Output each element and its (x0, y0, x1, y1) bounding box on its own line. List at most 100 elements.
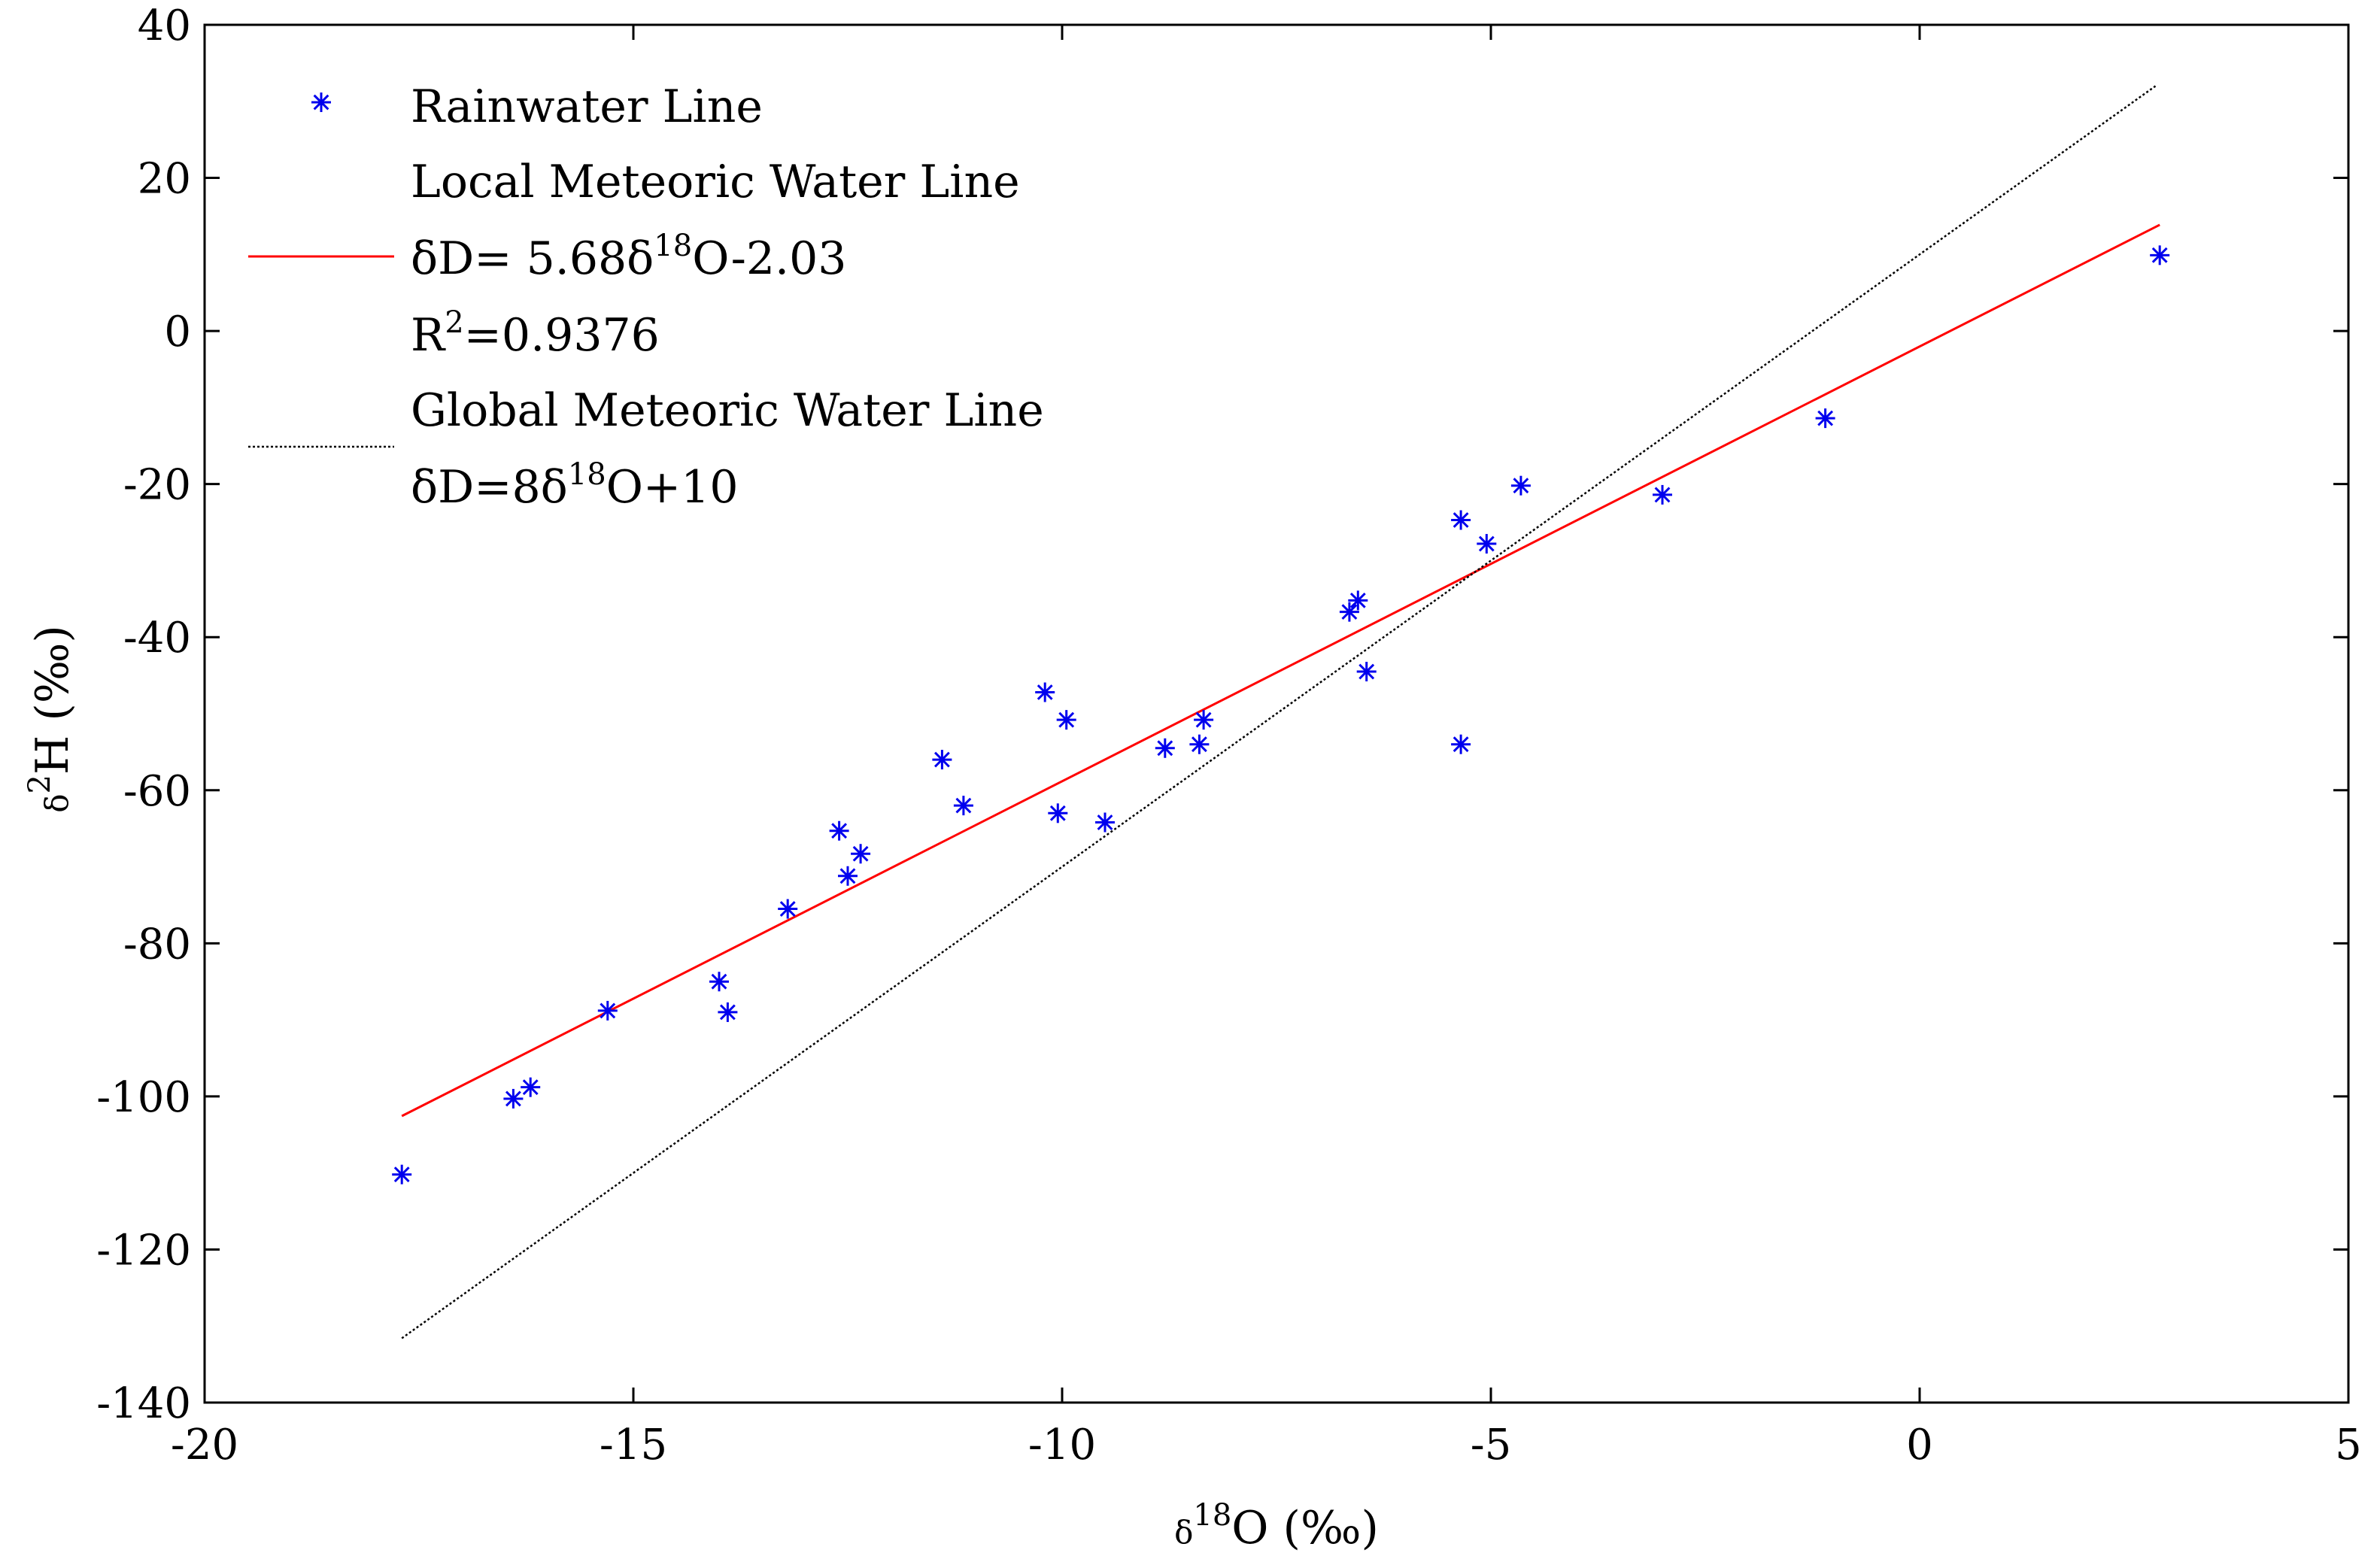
data-point (1194, 710, 1214, 730)
data-point (1095, 812, 1115, 833)
legend-gmwl-equation: δD=8δ18O+10 (411, 457, 739, 514)
data-point-stroke (600, 1002, 616, 1019)
data-point (932, 750, 952, 770)
gmwl-eq-rest: O+10 (606, 461, 739, 514)
data-point-stroke (1453, 512, 1469, 528)
y-axis-label-rest: H (‰) (26, 625, 79, 775)
data-point (1451, 734, 1471, 754)
data-point-stroke (1349, 592, 1366, 608)
data-point-stroke (1341, 604, 1358, 620)
x-axis-label: δ18O (‰) (1174, 1498, 1379, 1554)
lmwl-r2-sup: 2 (445, 305, 463, 340)
data-point-stroke (1195, 711, 1212, 728)
axis-ticks (203, 23, 2350, 1404)
data-point-stroke (779, 901, 796, 917)
data-point-stroke (1654, 487, 1671, 503)
data-point (1477, 534, 1497, 554)
data-point (778, 899, 798, 919)
legend-lmwl-r2: R2=0.9376 (411, 305, 660, 362)
data-point (1653, 484, 1672, 505)
data-point (597, 1000, 618, 1021)
data-point (1451, 510, 1471, 530)
data-point-stroke (1358, 663, 1375, 680)
data-point-stroke (1157, 740, 1173, 757)
y-tick-label: -40 (123, 614, 191, 663)
legend-asterisk (311, 93, 331, 112)
data-point (2150, 245, 2170, 265)
data-point (851, 844, 871, 864)
data-point (838, 866, 858, 886)
y-tick-label: 40 (138, 2, 191, 50)
gmwl-eq-sup: 18 (568, 457, 606, 492)
gmwl-eq-prefix: δD=8δ (411, 461, 568, 514)
data-point (1035, 682, 1055, 702)
data-point-stroke (1037, 684, 1053, 700)
data-point (1510, 475, 1531, 496)
x-tick-label: -20 (171, 1421, 238, 1469)
data-point-stroke (933, 751, 950, 768)
data-point (1356, 662, 1377, 682)
data-point-stroke (522, 1079, 539, 1096)
data-point-stroke (1817, 410, 1834, 426)
data-point (1339, 602, 1359, 622)
x-tick-label: 5 (2335, 1421, 2362, 1469)
data-point-stroke (393, 1166, 410, 1183)
lmwl-r2-rest: =0.9376 (464, 309, 660, 362)
y-axis-label: δ2H (‰) (23, 625, 79, 812)
data-point (718, 1002, 738, 1022)
lmwl-eq-prefix: δD= 5.68δ (411, 232, 654, 285)
data-point-stroke (1058, 711, 1075, 728)
data-point-stroke (1049, 805, 1066, 821)
y-axis-label-prefix: δ (38, 793, 75, 812)
data-point (1815, 408, 1835, 429)
data-point-stroke (1097, 814, 1113, 830)
data-point-stroke (2151, 247, 2168, 263)
data-point (1048, 803, 1068, 823)
y-tick-label: -60 (123, 767, 191, 816)
legend-marker-rainwater (311, 93, 331, 112)
lmwl-eq-rest: O-2.03 (692, 232, 846, 285)
y-tick-label: -120 (96, 1226, 191, 1275)
data-point (1155, 738, 1175, 758)
x-axis-label-sup: 18 (1193, 1498, 1231, 1533)
x-axis-label-rest: O (‰) (1231, 1502, 1379, 1554)
data-point (521, 1077, 541, 1097)
data-point (709, 972, 729, 992)
lmwl-eq-sup: 18 (654, 229, 692, 263)
y-tick-label: -80 (123, 920, 191, 969)
y-tick-label: -140 (96, 1379, 191, 1428)
lmwl-r2-prefix: R (411, 309, 446, 362)
data-point (1056, 710, 1076, 730)
data-points (392, 245, 2170, 1184)
data-point-stroke (1513, 478, 1529, 494)
data-point (953, 796, 973, 816)
data-point-stroke (711, 973, 727, 990)
lmwl-line (401, 223, 2160, 1118)
data-point-stroke (955, 797, 972, 814)
x-tick-label: -5 (1471, 1421, 1512, 1469)
legend-label-rainwater: Rainwater Line (411, 80, 763, 133)
data-point (392, 1164, 412, 1184)
data-point-stroke (1453, 736, 1469, 753)
data-point-stroke (505, 1090, 521, 1107)
data-point (503, 1088, 524, 1109)
x-tick-label: -15 (600, 1421, 667, 1469)
data-point-stroke (831, 823, 848, 839)
regression-lines (401, 85, 2160, 1339)
data-point-stroke (313, 94, 329, 111)
x-tick-label: 0 (1906, 1421, 1933, 1469)
y-axis-label-sup: 2 (23, 775, 57, 793)
legend-lmwl-equation: δD= 5.68δ18O-2.03 (411, 229, 846, 285)
data-point (829, 820, 849, 841)
y-tick-label: -20 (123, 461, 191, 510)
data-point-stroke (839, 868, 856, 884)
legend-label-lmwl: Local Meteoric Water Line (411, 156, 1020, 208)
data-point-stroke (1191, 736, 1207, 753)
legend-label-gmwl: Global Meteoric Water Line (411, 384, 1044, 437)
x-axis-label-prefix: δ (1174, 1514, 1193, 1551)
data-point (1189, 734, 1210, 754)
tick-labels: -20 -15 -10 -5 0 5 40 20 0 -20 -40 -60 -80 -100 -120 -1… (96, 2, 2362, 1469)
data-point-stroke (719, 1004, 736, 1021)
y-tick-label: 0 (164, 308, 191, 356)
y-tick-label: -100 (96, 1073, 191, 1122)
